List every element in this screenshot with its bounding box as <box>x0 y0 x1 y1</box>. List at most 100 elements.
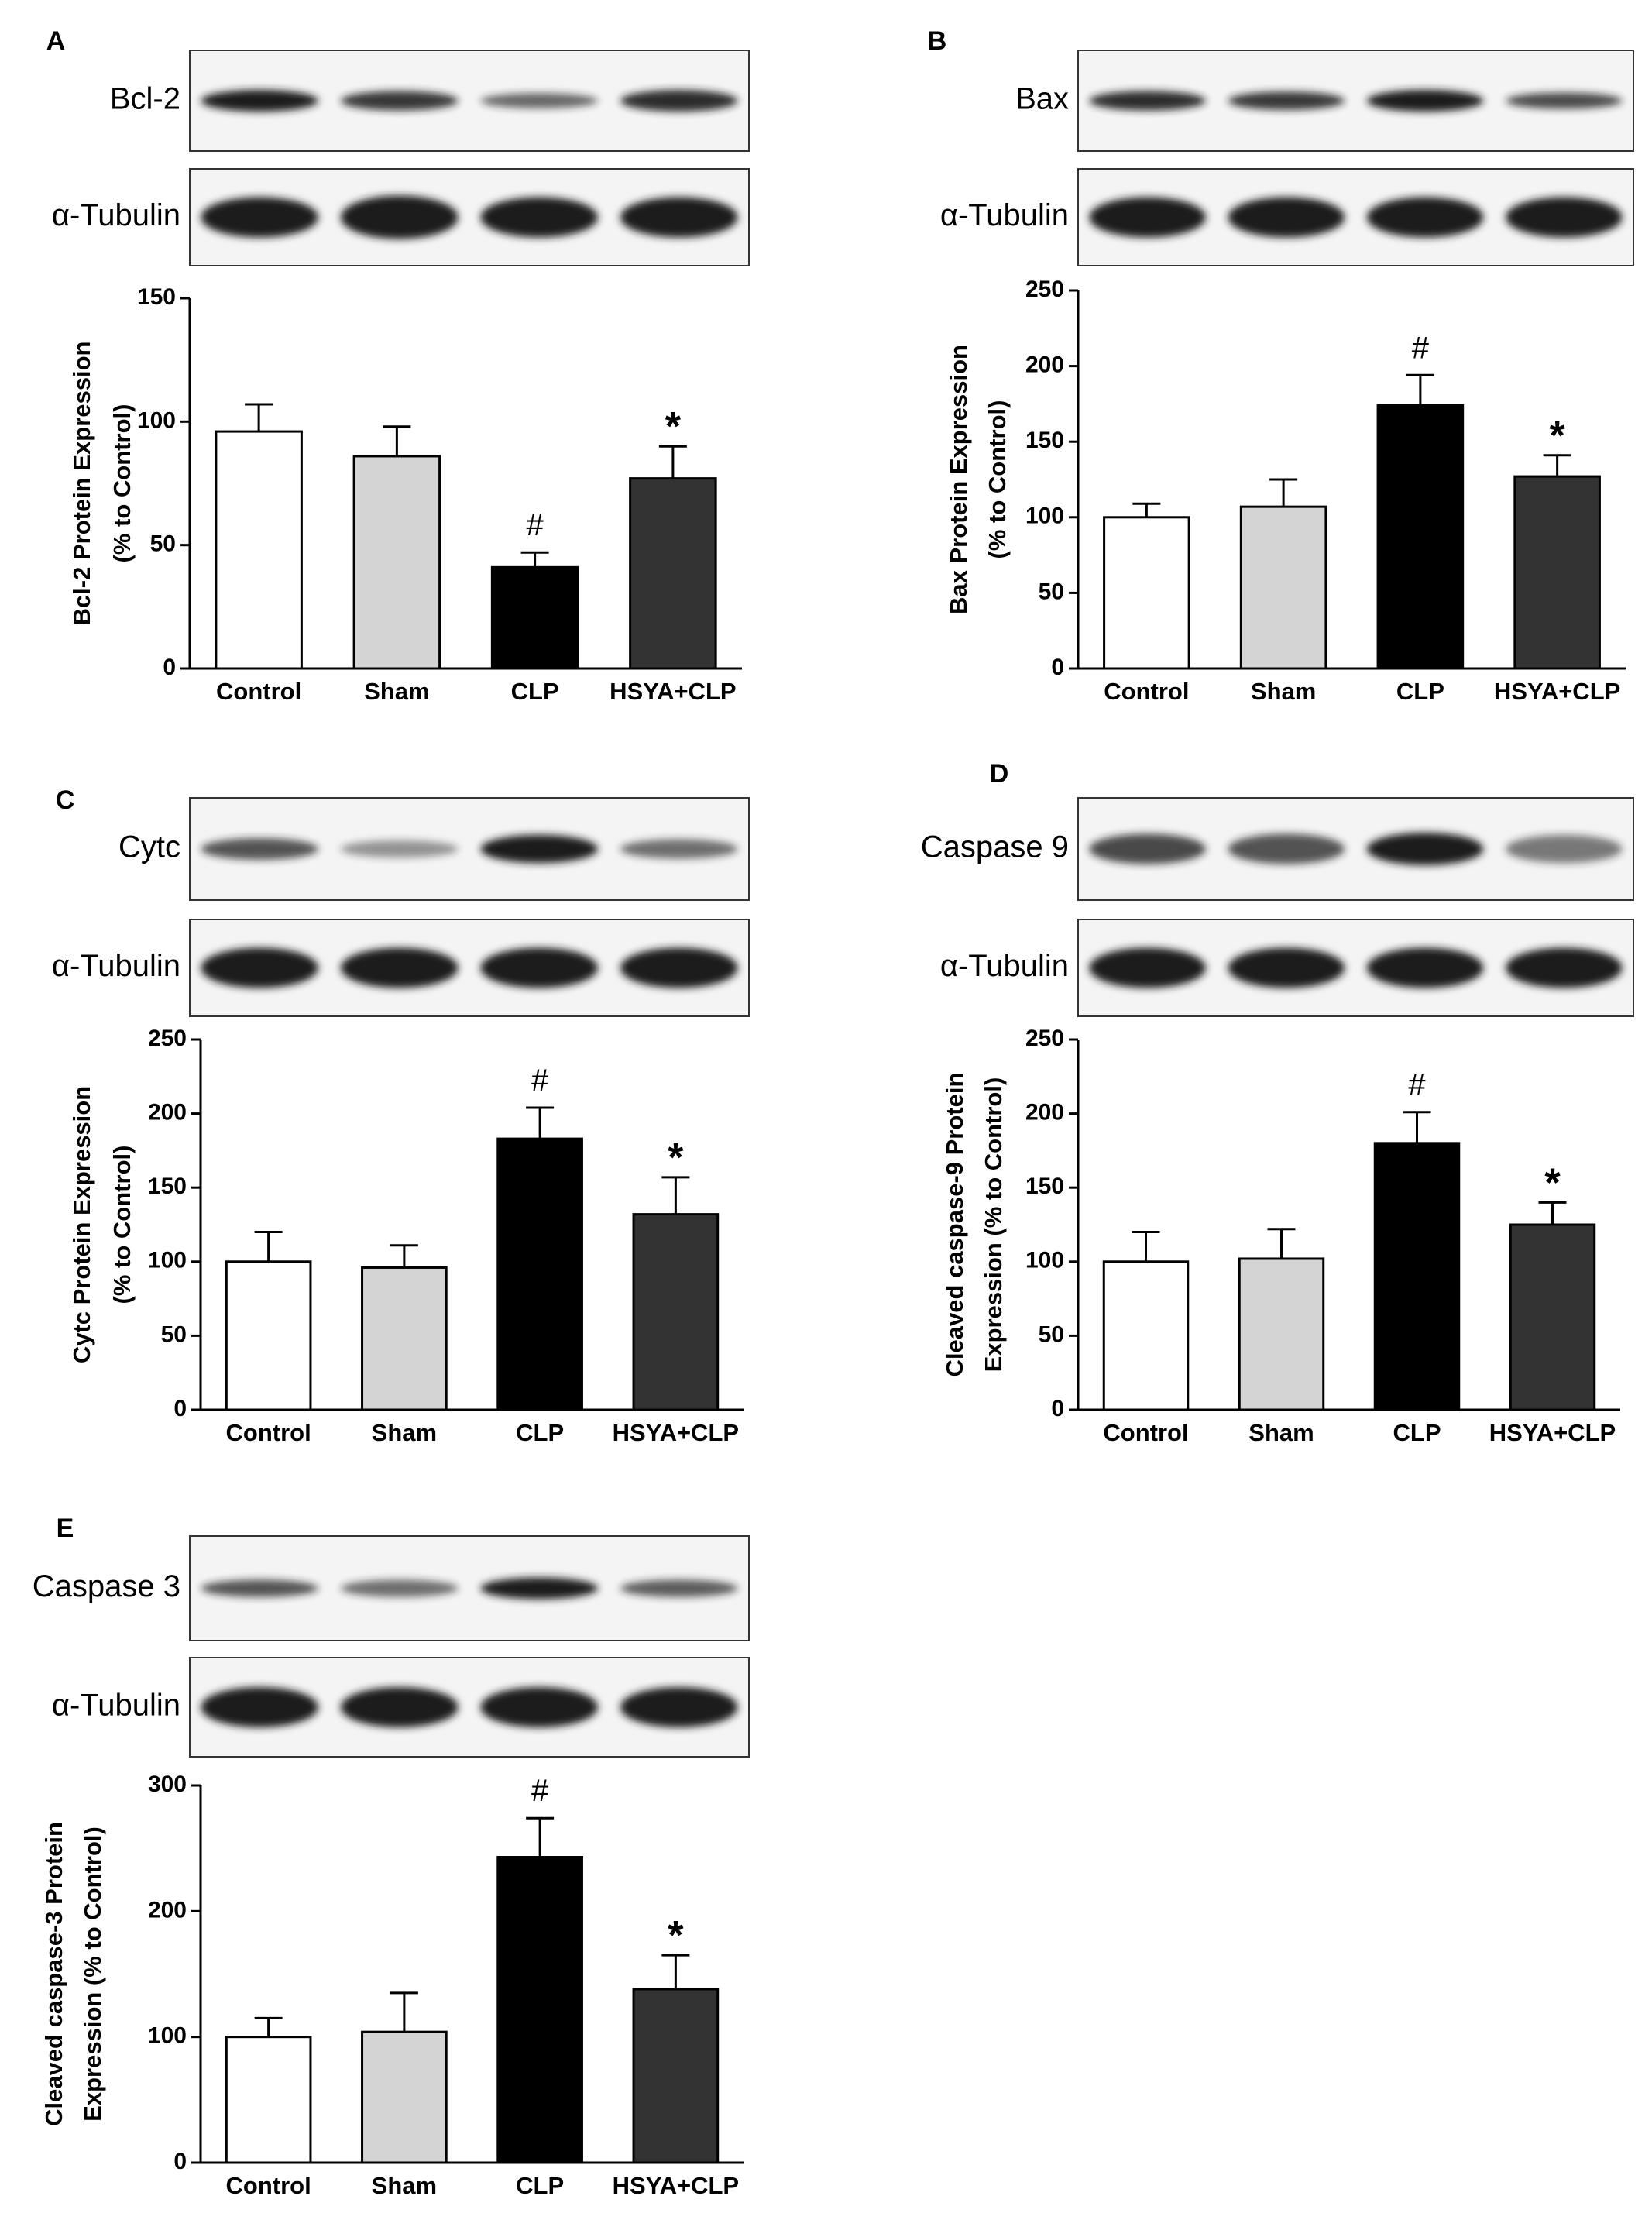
bar-control <box>1103 516 1190 670</box>
protein-band <box>1366 833 1484 865</box>
x-tick-label: Control <box>226 1419 311 1446</box>
protein-band <box>1366 90 1484 112</box>
western-blot-loading-control: α-Tubulin <box>52 168 750 266</box>
protein-band <box>620 1579 738 1597</box>
y-tick-label: 200 <box>1025 1100 1064 1125</box>
panel-letter: B <box>928 26 947 56</box>
western-blot-target: Caspase 3 <box>33 1535 750 1641</box>
y-tick-label: 250 <box>1025 277 1064 302</box>
y-tick-label: 100 <box>137 407 176 433</box>
bar-sham <box>361 2030 448 2164</box>
y-axis: 0 50 100 150 200 250 <box>1025 1026 1080 1421</box>
bar-clp <box>1376 404 1465 670</box>
blot-label: Caspase 9 <box>921 830 1069 864</box>
bar-clp <box>496 1137 583 1411</box>
y-axis-label: (% to Control) <box>108 404 136 563</box>
protein-band <box>1089 197 1206 238</box>
significance-star: * <box>668 1913 684 1958</box>
protein-band <box>620 197 738 238</box>
protein-band <box>620 839 738 859</box>
protein-band <box>340 195 459 239</box>
bar-hsya-clp <box>1513 475 1601 670</box>
protein-band <box>201 197 319 238</box>
blot-label: α-Tubulin <box>52 1689 180 1723</box>
western-blot-target: Bcl-2 <box>110 50 750 152</box>
significance-star: * <box>1550 414 1566 459</box>
protein-band <box>480 834 599 864</box>
significance-hash: # <box>1412 331 1430 365</box>
protein-band <box>480 947 599 988</box>
protein-band <box>201 1579 319 1597</box>
y-tick-label: 100 <box>148 1248 187 1273</box>
protein-band <box>1506 92 1623 109</box>
x-tick-label: Sham <box>372 2172 437 2199</box>
protein-band <box>620 947 738 988</box>
protein-band <box>480 93 599 108</box>
western-blot-target: Cytc <box>118 797 750 901</box>
western-blot-loading-control: α-Tubulin <box>940 168 1634 266</box>
protein-band <box>1228 833 1345 864</box>
panel-D: D Caspase 9 α-Tubulin 0 50 100 150 200 250 Cleave… <box>921 759 1634 1446</box>
panel-letter: A <box>46 26 66 56</box>
y-tick-label: 250 <box>1025 1026 1064 1051</box>
y-axis: 0 50 100 150 <box>137 284 191 680</box>
x-tick-label: HSYA+CLP <box>1489 1419 1616 1446</box>
x-tick-label: Control <box>216 678 301 705</box>
western-blot-loading-control: α-Tubulin <box>52 919 750 1017</box>
panel-letter: D <box>990 759 1009 789</box>
significance-hash: # <box>527 508 544 542</box>
x-tick-label: Control <box>1104 678 1189 705</box>
protein-band <box>480 1687 599 1727</box>
western-blot-target: Bax <box>1015 50 1634 152</box>
protein-band <box>1089 91 1206 111</box>
x-tick-label: Control <box>226 2172 311 2199</box>
y-tick-label: 50 <box>150 531 176 557</box>
x-tick-label: Sham <box>1248 1419 1314 1446</box>
bar-hsya-clp <box>1509 1223 1596 1411</box>
y-axis: 0 100 200 300 <box>148 1772 202 2174</box>
y-axis-label: Cleaved caspase-3 Protein <box>40 1822 67 2126</box>
y-axis-label: Bcl-2 Protein Expression <box>68 342 95 626</box>
significance-hash: # <box>1408 1068 1426 1102</box>
protein-band <box>201 90 319 112</box>
y-axis-label: (% to Control) <box>984 400 1011 559</box>
blot-label: Cytc <box>118 830 180 864</box>
protein-band <box>1366 197 1484 238</box>
x-tick-label: CLP <box>516 2172 564 2199</box>
bar-hsya-clp <box>632 1988 720 2164</box>
x-tick-label: Control <box>1103 1419 1188 1446</box>
y-axis: 0 50 100 150 200 250 <box>1025 277 1080 680</box>
x-tick-label: HSYA+CLP <box>610 678 736 705</box>
panel-B: B Bax α-Tubulin 0 50 100 150 200 250 Bax Protein … <box>928 26 1634 705</box>
bar-control <box>225 2036 312 2164</box>
bar-clp <box>1373 1142 1461 1411</box>
y-tick-label: 50 <box>1039 1321 1064 1347</box>
bar-control <box>1102 1260 1190 1411</box>
protein-band <box>620 1687 738 1727</box>
protein-band <box>1089 833 1206 864</box>
x-tick-label: CLP <box>511 678 559 705</box>
x-tick-label: Sham <box>364 678 429 705</box>
x-tick-label: Sham <box>372 1419 437 1446</box>
western-blot-loading-control: α-Tubulin <box>940 919 1634 1017</box>
protein-band <box>1506 947 1623 988</box>
x-tick-label: Sham <box>1251 678 1316 705</box>
significance-star: * <box>665 404 682 449</box>
y-tick-label: 200 <box>148 1897 187 1923</box>
panel-letter: E <box>57 1514 74 1543</box>
y-axis-label: (% to Control) <box>108 1146 136 1304</box>
bar-clp <box>496 1856 583 2164</box>
y-axis-label: Expression (% to Control) <box>980 1077 1007 1373</box>
y-tick-label: 100 <box>148 2023 187 2049</box>
protein-band <box>340 947 459 988</box>
significance-star: * <box>1544 1160 1561 1205</box>
bar-hsya-clp <box>629 477 717 670</box>
x-tick-label: CLP <box>516 1419 564 1446</box>
blot-label: α-Tubulin <box>52 198 180 232</box>
western-blot-loading-control: α-Tubulin <box>52 1657 750 1758</box>
protein-band <box>1228 91 1345 110</box>
protein-band <box>480 197 599 238</box>
y-tick-label: 0 <box>1051 1396 1064 1421</box>
y-tick-label: 150 <box>137 284 176 310</box>
